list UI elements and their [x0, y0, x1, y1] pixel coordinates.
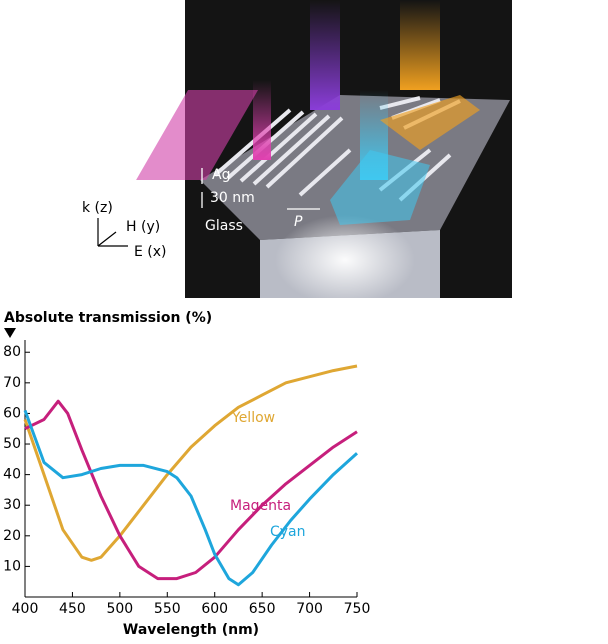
series-line — [24, 399, 358, 581]
y-tick-label: 70 — [3, 375, 21, 391]
y-tick-label: 10 — [3, 558, 21, 574]
plot: 10 20 30 40 50 60 70 80 400 450 500 550 600 650 700 750… — [3, 340, 370, 617]
magenta-region — [136, 90, 259, 180]
x-tick-label: 550 — [154, 601, 181, 617]
axis-k-label: k (z) — [82, 200, 113, 216]
yellow-beam — [400, 0, 440, 90]
chart-title: Absolute transmission (%) — [4, 310, 212, 326]
x-tick-label: 600 — [201, 601, 228, 617]
y-tick-label: 50 — [3, 436, 21, 452]
period-label: P — [294, 214, 303, 230]
substrate-label: Glass — [205, 218, 243, 234]
x-tick-label: 700 — [296, 601, 323, 617]
cyan-region — [330, 150, 430, 225]
series-label: Yellow — [231, 410, 275, 426]
y-tick-label: 60 — [3, 405, 21, 421]
metal-label: Ag — [212, 167, 230, 183]
magenta-beam — [253, 80, 271, 160]
x-tick-label: 500 — [106, 601, 133, 617]
illustration: Ag 30 nm Glass P k (z) H (y) E (x) — [82, 0, 512, 305]
y-tick-label: 20 — [3, 528, 21, 544]
axis-e-label: E (x) — [134, 244, 167, 260]
illustration-arrows — [201, 168, 320, 210]
thickness-label: 30 nm — [210, 190, 255, 206]
y-tick-label: 40 — [3, 467, 21, 483]
series-line — [23, 364, 358, 562]
series-label: Magenta — [230, 498, 291, 514]
violet-beam — [310, 0, 340, 110]
x-tick-label: 650 — [249, 601, 276, 617]
y-tick-label: 80 — [3, 344, 21, 360]
x-tick-label: 400 — [12, 601, 39, 617]
series-line — [23, 409, 359, 587]
axis-h-label: H (y) — [126, 219, 160, 235]
x-axis-label: Wavelength (nm) — [123, 622, 259, 638]
x-tick-label: 450 — [59, 601, 86, 617]
x-tick-label: 750 — [344, 601, 371, 617]
y-tick-label: 30 — [3, 497, 21, 513]
yellow-region — [380, 95, 480, 150]
series-label: Cyan — [270, 524, 306, 540]
title-marker — [4, 328, 16, 338]
coordinate-axes — [97, 218, 128, 247]
light-source — [275, 215, 415, 305]
